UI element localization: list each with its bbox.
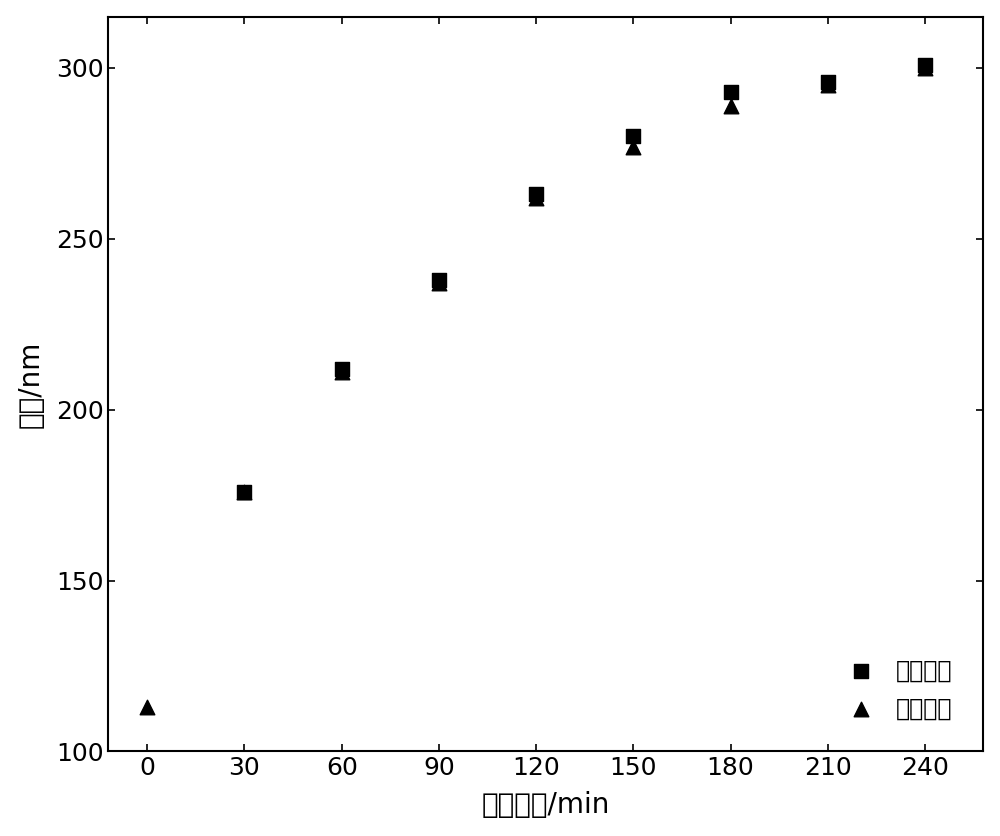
实测粒径 (625, 140, 641, 153)
理论粒径 (625, 130, 641, 143)
理论粒径 (528, 187, 544, 201)
实测粒径 (431, 277, 447, 290)
X-axis label: 反应时间/min: 反应时间/min (482, 792, 610, 819)
理论粒径 (723, 85, 739, 99)
实测粒径 (820, 79, 836, 92)
理论粒径 (917, 58, 933, 71)
实测粒径 (528, 191, 544, 205)
理论粒径 (431, 273, 447, 287)
理论粒径 (334, 362, 350, 375)
理论粒径 (236, 485, 252, 498)
实测粒径 (723, 99, 739, 112)
实测粒径 (917, 61, 933, 74)
Y-axis label: 粒径/nm: 粒径/nm (17, 340, 45, 428)
实测粒径 (139, 701, 155, 714)
实测粒径 (236, 485, 252, 498)
Legend: 理论粒径, 实测粒径: 理论粒径, 实测粒径 (818, 640, 972, 740)
理论粒径 (820, 75, 836, 89)
实测粒径 (334, 365, 350, 379)
